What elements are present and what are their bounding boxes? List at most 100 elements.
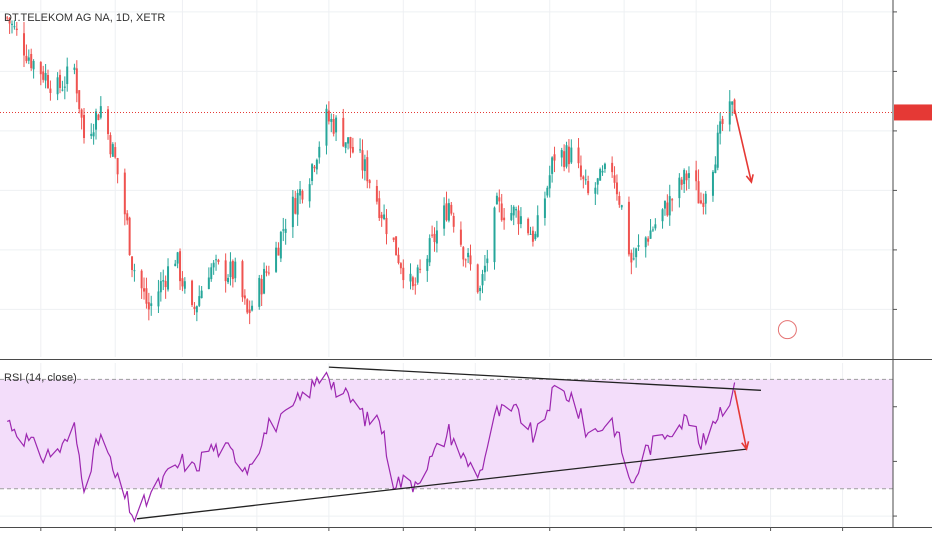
candle-body — [671, 199, 674, 201]
rsi-line — [6, 371, 736, 523]
candle-body — [551, 157, 554, 174]
candle-body — [258, 277, 261, 307]
candle-body — [13, 26, 16, 28]
candle-body — [435, 230, 438, 244]
candle-body — [428, 238, 431, 263]
candle-body — [378, 198, 381, 218]
candle-body — [596, 178, 599, 185]
candle-body — [433, 233, 436, 243]
candle-body — [325, 108, 328, 146]
candle-body — [697, 181, 700, 204]
candle-body — [265, 271, 268, 273]
candle-body — [263, 268, 266, 294]
candle-body — [227, 277, 230, 283]
candle-body — [83, 114, 86, 138]
candle-body — [284, 228, 287, 233]
candle-body — [123, 172, 126, 215]
candle-body — [47, 75, 50, 88]
candle-body — [318, 146, 321, 158]
candle-body — [363, 159, 366, 172]
candle-body — [44, 73, 47, 81]
candle-body — [159, 281, 162, 293]
candle-body — [251, 305, 254, 311]
candle-body — [546, 187, 549, 196]
candle-body — [99, 106, 102, 118]
candle-body — [107, 109, 110, 135]
candle-body — [587, 181, 590, 194]
candle-body — [733, 99, 736, 114]
candle-body — [678, 177, 681, 199]
candle-body — [483, 265, 486, 273]
candle-body — [570, 147, 573, 163]
candle-body — [447, 203, 450, 221]
candle-body — [548, 175, 551, 189]
candle-body — [481, 274, 484, 286]
candle-body — [347, 137, 350, 144]
candle-body — [6, 17, 9, 19]
rsi-chart-title: RSI (14, close) — [4, 372, 77, 384]
candle-body — [426, 258, 429, 271]
candle-body — [275, 247, 278, 272]
candle-body — [183, 281, 186, 289]
candle-body — [685, 173, 688, 181]
candle-body — [114, 147, 117, 158]
candle-body — [313, 166, 316, 169]
candle-body — [579, 165, 582, 177]
candle-body — [464, 259, 467, 261]
candle-body — [459, 229, 462, 245]
candle-body — [332, 118, 335, 134]
candle-body — [109, 135, 112, 155]
candle-body — [296, 192, 299, 215]
candle-body — [157, 291, 160, 307]
candle-body — [8, 18, 11, 24]
rsi-upper-trendline — [328, 366, 762, 391]
candle-body — [150, 303, 153, 306]
candle-body — [147, 302, 150, 310]
candle-body — [248, 309, 251, 314]
last-price-badge — [894, 104, 932, 121]
candle-body — [95, 111, 98, 130]
candle-body — [402, 267, 405, 281]
candle-body — [200, 290, 203, 299]
candle-body — [716, 132, 719, 168]
candle-body — [479, 287, 482, 292]
candle-body — [385, 217, 388, 235]
candle-body — [450, 204, 453, 214]
candle-body — [42, 71, 45, 80]
candle-body — [498, 197, 501, 202]
candle-body — [330, 118, 333, 122]
candle-body — [663, 200, 666, 209]
candle-body — [131, 256, 134, 271]
candle-body — [414, 284, 417, 286]
candle-body — [531, 230, 534, 242]
candle-body — [246, 299, 249, 313]
candle-body — [618, 196, 621, 205]
candle-body — [215, 259, 218, 261]
price-chart-title: DT.TELEKOM AG NA, 1D, XETR — [4, 12, 165, 24]
candle-body — [395, 236, 398, 256]
candle-body — [380, 214, 383, 219]
candle-body — [133, 270, 136, 272]
candle-body — [416, 267, 419, 283]
candle-body — [510, 212, 513, 220]
candle-body — [25, 55, 28, 62]
candle-body — [577, 147, 580, 164]
candle-body — [567, 146, 570, 165]
candle-body — [231, 261, 234, 280]
candle-body — [649, 230, 652, 239]
candle-body — [299, 189, 302, 196]
candle-body — [212, 262, 215, 268]
candle-body — [517, 210, 520, 225]
price-down-arrow-head — [745, 174, 754, 184]
candle-body — [279, 231, 282, 259]
candle-body — [23, 33, 26, 56]
candle-body — [711, 171, 714, 196]
candle-body — [654, 224, 657, 229]
candle-body — [241, 261, 244, 298]
candle-body — [699, 200, 702, 204]
rsi-down-arrow-head — [741, 441, 750, 451]
candle-body — [375, 186, 378, 202]
candle-body — [277, 247, 280, 256]
candle-body — [145, 288, 148, 304]
